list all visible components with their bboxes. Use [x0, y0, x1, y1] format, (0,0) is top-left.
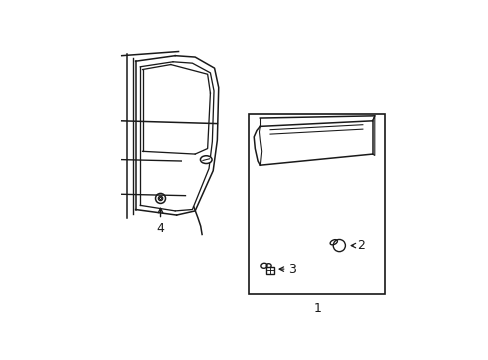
Ellipse shape: [200, 156, 212, 163]
Text: 3: 3: [287, 262, 295, 276]
Text: 4: 4: [156, 222, 164, 235]
Text: 2: 2: [357, 239, 365, 252]
FancyBboxPatch shape: [266, 267, 274, 274]
Text: 1: 1: [312, 302, 321, 315]
Bar: [249, 114, 384, 294]
